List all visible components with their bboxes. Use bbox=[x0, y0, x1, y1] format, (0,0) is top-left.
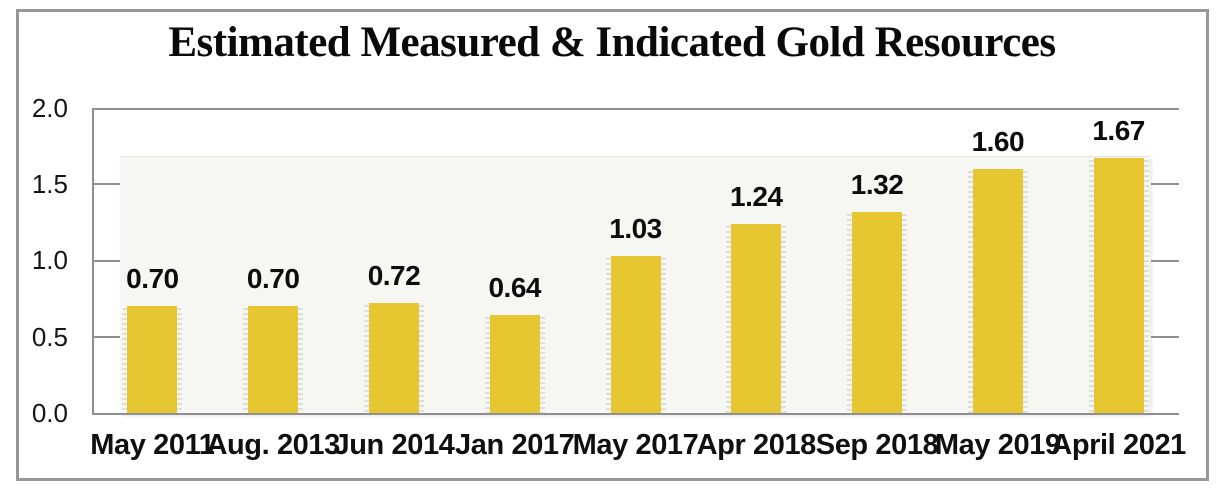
x-axis-category-label: Aug. 2013 bbox=[206, 429, 340, 461]
x-axis-category-label: May 2017 bbox=[572, 429, 699, 461]
x-axis-category-label: Jun 2014 bbox=[333, 429, 455, 461]
x-axis-category-label: May 2019 bbox=[934, 429, 1061, 461]
bar-shadow bbox=[605, 257, 611, 415]
bar-value-label: 1.60 bbox=[971, 126, 1025, 157]
bar-shadow bbox=[243, 308, 249, 415]
bar-shadow bbox=[660, 257, 666, 415]
bar bbox=[243, 306, 304, 415]
y-axis-tick-right bbox=[1151, 260, 1179, 262]
y-axis-tick-left bbox=[92, 260, 120, 262]
y-axis-tick-right bbox=[1151, 183, 1179, 185]
bar-shadow bbox=[484, 317, 490, 415]
bar-shadow bbox=[363, 305, 369, 415]
y-axis-label: 0.5 bbox=[31, 322, 68, 352]
bar-shadow bbox=[781, 225, 787, 415]
bar-shadow bbox=[122, 308, 128, 415]
x-axis-line bbox=[92, 413, 1179, 415]
bar bbox=[967, 169, 1028, 415]
bar bbox=[847, 211, 908, 415]
bar-value-label: 0.64 bbox=[488, 272, 541, 304]
x-axis-category-label: May 2011 bbox=[90, 429, 215, 461]
plot-top-border bbox=[92, 108, 1179, 110]
bar bbox=[484, 315, 545, 415]
bar-value-label: 1.24 bbox=[730, 180, 783, 212]
y-axis-tick-left bbox=[92, 336, 120, 338]
bar bbox=[605, 255, 666, 415]
bar-shadow bbox=[967, 171, 973, 415]
y-axis-label: 1.5 bbox=[31, 169, 68, 199]
bar-shadow bbox=[177, 308, 183, 415]
x-axis-category-label: Jan 2017 bbox=[455, 429, 575, 461]
y-axis-label: 0.0 bbox=[31, 398, 68, 428]
bar-value-label: 1.67 bbox=[1092, 115, 1145, 147]
bar-shadow bbox=[418, 305, 424, 415]
bar bbox=[726, 223, 787, 415]
x-axis-category-label: April 2021 bbox=[1051, 429, 1186, 461]
bar-shadow bbox=[1022, 171, 1028, 415]
bar bbox=[363, 303, 424, 415]
bar-value-label: 0.72 bbox=[367, 260, 421, 292]
y-axis-label: 2.0 bbox=[31, 93, 68, 123]
bar-shadow bbox=[902, 213, 908, 415]
bar bbox=[122, 306, 183, 415]
y-axis-label: 1.0 bbox=[31, 245, 68, 275]
bar-value-label: 1.03 bbox=[609, 212, 662, 244]
bar-shadow bbox=[847, 213, 853, 415]
bar-shadow bbox=[726, 225, 732, 415]
bar-shadow bbox=[539, 317, 545, 415]
chart-title: Estimated Measured & Indicated Gold Reso… bbox=[168, 19, 1056, 66]
y-axis-tick-left bbox=[92, 183, 120, 185]
x-axis-category-label: Sep 2018 bbox=[815, 429, 939, 461]
bar-value-label: 1.32 bbox=[850, 168, 904, 200]
bar-shadow bbox=[1143, 160, 1149, 415]
bar-value-label: 0.70 bbox=[246, 263, 300, 295]
x-axis-category-label: Apr 2018 bbox=[696, 429, 817, 461]
bar-shadow bbox=[1088, 160, 1094, 415]
y-axis-tick-right bbox=[1151, 336, 1179, 338]
bar-value-label: 0.70 bbox=[126, 263, 179, 295]
bar-shadow bbox=[298, 308, 304, 415]
bar bbox=[1088, 158, 1149, 415]
